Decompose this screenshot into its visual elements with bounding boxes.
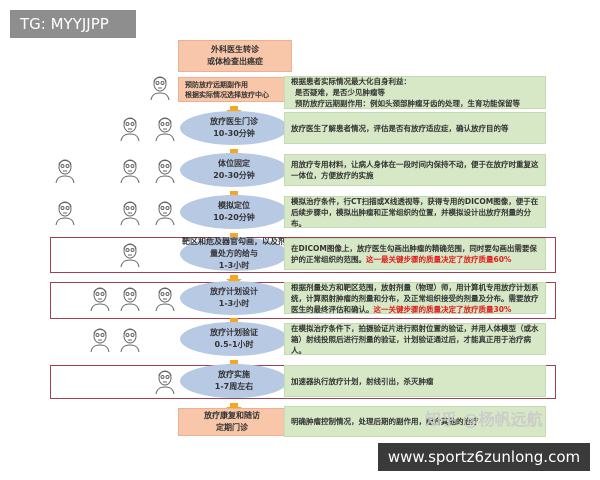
desc-bullet: 是否疑难，是否少见肿瘤等: [295, 88, 385, 97]
step-subtitle: 1-3小时: [218, 299, 250, 308]
doctor-avatar-icon: [119, 284, 141, 312]
desc-text: 明确肿瘤控制情况，处理后期的副作用，配合其他的治疗: [291, 417, 479, 426]
desc-main: 根据剂量处方和靶区范围，放射剂量（物理）师，用计算机专用放疗计划系统，计算照射肿…: [291, 282, 539, 314]
doctor-avatar-icon: [119, 114, 141, 142]
doctor-avatar-icon: [54, 198, 76, 226]
step-node: 体位固定 20-30分钟: [180, 153, 288, 187]
step-description: 在模拟治疗条件下，拍摄验证片进行照射位置的验证，并用人体模型（或水箱）射线投照后…: [284, 323, 546, 355]
bullet-item: 预防放疗远期副作用: [185, 80, 248, 89]
step-title: 放疗计划设计: [210, 287, 258, 296]
step-description: 用放疗专用材料，让病人身体在一段时间内保持不动，便于在放疗时重复这一体位，方便放…: [284, 154, 546, 186]
step-description: 根据剂量处方和靶区范围，放射剂量（物理）师，用计算机专用放疗计划系统，计算照射肿…: [284, 282, 546, 314]
desc-text: 在模拟治疗条件下，拍摄验证片进行照射位置的验证，并用人体模型（或水箱）射线投照后…: [291, 323, 539, 356]
watermark: 知乎 @杨帆远航: [425, 410, 543, 429]
highlight-frame: [50, 237, 556, 273]
desc-text: 根据剂量处方和靶区范围，放射剂量（物理）师，用计算机专用放疗计划系统，计算照射肿…: [291, 282, 539, 315]
bullet-item: 根据实际情况选择放疗中心: [185, 90, 269, 99]
doctor-avatar-icon: [119, 198, 141, 226]
step-node: 放疗计划验证 0.5-1小时: [180, 322, 288, 356]
step-title: 体位固定: [218, 159, 250, 168]
step-subtitle: 定期门诊: [216, 423, 248, 432]
desc-main: 在模拟治疗条件下，拍摄验证片进行照射位置的验证，并用人体模型（或水箱）射线投照后…: [291, 323, 539, 355]
desc-text: 放疗医生了解患者情况，评估是否有放疗适应症，确认放疗目的等: [291, 123, 539, 134]
doctor-avatar-icon: [54, 156, 76, 184]
step-node: 放疗计划设计 1-3小时: [180, 281, 288, 315]
step-subtitle: 或体检查出癌症: [207, 57, 263, 66]
step-referral: 外科医生转诊 或体检查出癌症: [178, 40, 292, 72]
step-subtitle: 10-30分钟: [213, 129, 255, 138]
down-arrow-icon: [226, 101, 242, 116]
desc-main: 模拟治疗条件，行CT扫描或X线透视等，获得专用的DICOM图像，便于在后续步骤中…: [291, 196, 539, 228]
step-description: 在DICOM图像上，放疗医生勾画出肿瘤的精确范围，同时要勾画出需要保护的正常组织…: [284, 238, 546, 270]
step-subtitle: 20-30分钟: [213, 171, 255, 180]
step-title: 放疗实施: [218, 370, 250, 379]
step-description: 明确肿瘤控制情况，处理后期的副作用，配合其他的治疗: [284, 406, 546, 437]
step-title: 外科医生转诊: [211, 45, 259, 54]
desc-main: 加速器执行放疗计划，射线引出，杀灭肿瘤: [291, 376, 434, 386]
step-subtitle: 1-3小时: [218, 261, 250, 270]
step-title: 模拟定位: [218, 201, 250, 210]
desc-main: 放疗医生了解患者情况，评估是否有放疗适应症，确认放疗目的等: [291, 123, 509, 133]
step-title: 靶区和危及器官勾画，以及剂量处方的给与: [182, 237, 286, 258]
down-arrow-icon: [226, 270, 242, 285]
doctor-avatar-icon: [154, 156, 176, 184]
step-subtitle: 0.5-1小时: [214, 340, 254, 349]
step-prevention: 预防放疗远期副作用 根据实际情况选择放疗中心: [178, 77, 286, 102]
step-title: 放疗医生门诊: [210, 117, 258, 126]
step-node: 放疗实施 1-7周左右: [180, 364, 288, 398]
down-arrow-icon: [226, 398, 242, 413]
desc-key-note: 这一最关键步骤的质量决定了放疗质量60%: [366, 255, 512, 264]
doctor-avatar-icon: [89, 284, 111, 312]
tg-label: TG: MYYJJPP: [10, 10, 136, 38]
desc-key-note: 这一关键步骤的质量决定了放疗质量30%: [373, 304, 512, 314]
doctor-avatar-icon: [119, 156, 141, 184]
desc-text: 用放疗专用材料，让病人身体在一段时间内保持不动，便于在放疗时重复这一体位，方便放…: [291, 159, 539, 181]
doctor-avatar-icon: [154, 284, 176, 312]
step-subtitle: 1-7周左右: [214, 382, 254, 391]
site-url-banner: www.sportz6zunlong.com: [378, 443, 590, 471]
desc-main: 在DICOM图像上，放疗医生勾画出肿瘤的精确范围，同时要勾画出需要保护的正常组织…: [291, 244, 537, 264]
doctor-avatar-icon: [119, 240, 141, 268]
doctor-avatar-icon: [154, 114, 176, 142]
step-subtitle: 10-20分钟: [213, 213, 255, 222]
step-followup: 放疗康复和随访 定期门诊: [178, 408, 286, 436]
step-title: 放疗康复和随访: [204, 411, 260, 420]
desc-main: 用放疗专用材料，让病人身体在一段时间内保持不动，便于在放疗时重复这一体位，方便放…: [291, 160, 539, 180]
step-title: 放疗计划验证: [210, 328, 258, 337]
doctor-avatar-icon: [149, 73, 171, 101]
step-description: 放疗医生了解患者情况，评估是否有放疗适应症，确认放疗目的等: [284, 112, 546, 144]
step-description: 模拟治疗条件，行CT扫描或X线透视等，获得专用的DICOM图像，便于在后续步骤中…: [284, 196, 546, 228]
step-node: 靶区和危及器官勾画，以及剂量处方的给与 1-3小时: [180, 237, 288, 271]
desc-title: 根据患者实际情况最大化自身利益：: [291, 77, 411, 86]
doctor-avatar-icon: [154, 198, 176, 226]
step-description: 加速器执行放疗计划，射线引出，杀灭肿瘤: [284, 365, 546, 397]
step-node: 模拟定位 10-20分钟: [180, 195, 288, 229]
doctor-avatar-icon: [154, 367, 176, 395]
step-description: 根据患者实际情况最大化自身利益： 是否疑难，是否少见肿瘤等预防放疗远期副作用：例如…: [284, 76, 546, 109]
desc-text: 在DICOM图像上，放疗医生勾画出肿瘤的精确范围，同时要勾画出需要保护的正常组织…: [291, 243, 539, 265]
doctor-avatar-icon: [89, 325, 111, 353]
doctor-avatar-icon: [119, 325, 141, 353]
desc-text: 加速器执行放疗计划，射线引出，杀灭肿瘤: [291, 376, 539, 387]
desc-bullet: 预防放疗远期副作用：例如头颈部肿瘤牙齿的处理，生育功能保留等: [295, 99, 520, 108]
step-node: 放疗医生门诊 10-30分钟: [180, 111, 288, 145]
desc-text: 模拟治疗条件，行CT扫描或X线透视等，获得专用的DICOM图像，便于在后续步骤中…: [291, 196, 539, 229]
